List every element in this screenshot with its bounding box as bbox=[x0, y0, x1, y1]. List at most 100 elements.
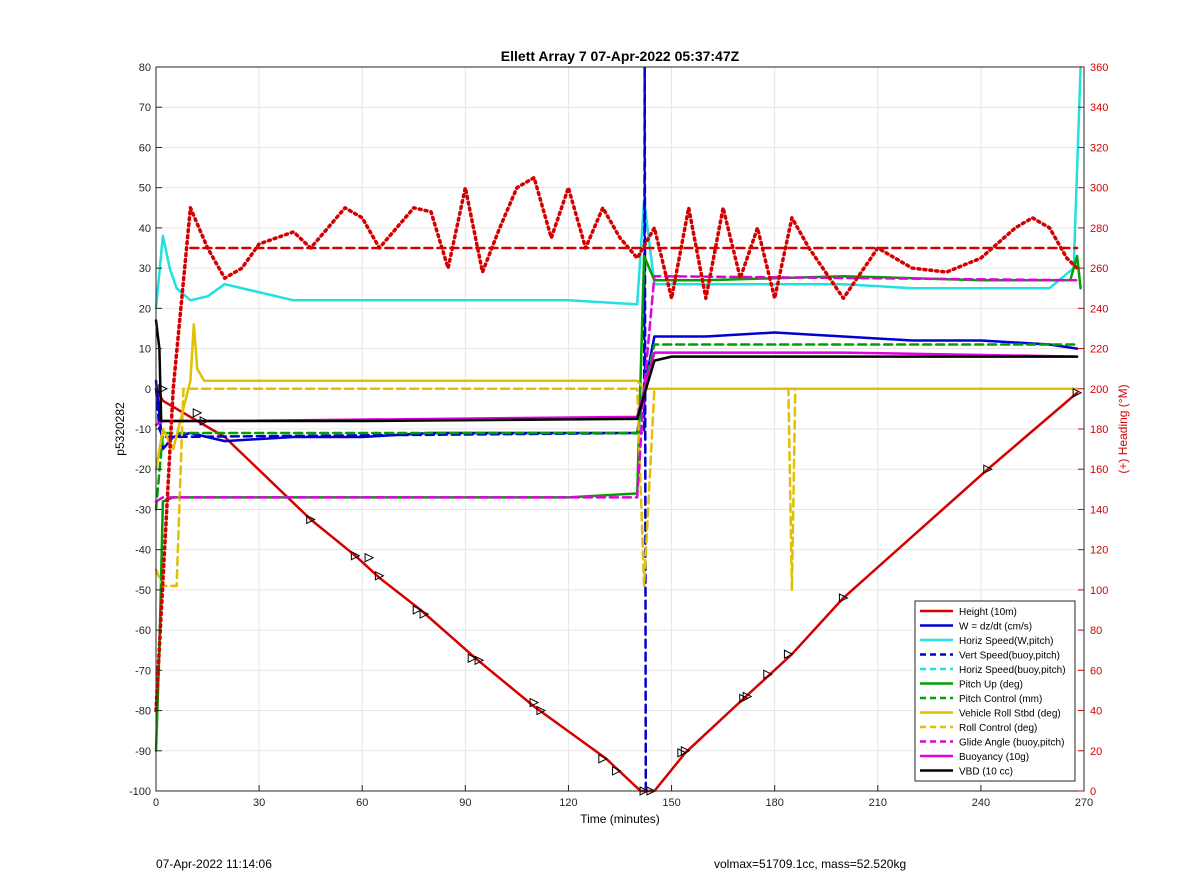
x-tick-label: 270 bbox=[1075, 797, 1093, 809]
y2-tick-label: 0 bbox=[1090, 786, 1096, 798]
y-tick-label: -80 bbox=[135, 706, 151, 718]
legend-label: VBD (10 cc) bbox=[959, 767, 1013, 778]
y-axis-ticks: -100-90-80-70-60-50-40-30-20-10010203040… bbox=[129, 62, 162, 798]
x-axis-ticks: 0 30 60 90 120 150 180 210 240 270 bbox=[153, 785, 1093, 809]
y2-tick-label: 60 bbox=[1090, 665, 1102, 677]
trajectory-marker bbox=[763, 669, 773, 680]
series-layer bbox=[154, 65, 1082, 793]
legend-label: Pitch Up (deg) bbox=[959, 680, 1023, 691]
trajectory-marker bbox=[412, 605, 423, 615]
series-line bbox=[154, 274, 1079, 503]
y2-tick-label: 260 bbox=[1090, 263, 1108, 275]
chart-title: Ellett Array 7 07-Apr-2022 05:37:47Z bbox=[501, 48, 740, 64]
trajectory-marker bbox=[612, 766, 622, 776]
legend-label: Height (10m) bbox=[959, 607, 1017, 618]
y-tick-label: 70 bbox=[139, 102, 151, 114]
x-axis-label: Time (minutes) bbox=[580, 812, 660, 826]
y-tick-label: -100 bbox=[129, 786, 151, 798]
y2-tick-label: 300 bbox=[1090, 183, 1108, 195]
legend-label: Pitch Control (mm) bbox=[959, 694, 1042, 705]
trajectory-marker bbox=[364, 552, 375, 563]
trajectory-marker bbox=[838, 593, 849, 603]
trajectory-marker bbox=[1072, 387, 1083, 398]
trajectory-marker bbox=[467, 653, 478, 664]
trajectory-marker bbox=[306, 514, 316, 525]
y2-tick-label: 360 bbox=[1090, 62, 1108, 74]
y-tick-label: 40 bbox=[139, 223, 151, 235]
y2-tick-label: 340 bbox=[1090, 102, 1108, 114]
y-tick-label: 50 bbox=[139, 183, 151, 195]
legend-label: Buoyancy (10g) bbox=[959, 752, 1029, 763]
legend-box bbox=[914, 600, 1076, 782]
trajectory-marker bbox=[680, 745, 691, 756]
x-tick-label: 120 bbox=[559, 797, 577, 809]
y-tick-label: -30 bbox=[135, 504, 151, 516]
trajectory-marker bbox=[192, 408, 203, 418]
legend-label: Vehicle Roll Stbd (deg) bbox=[959, 709, 1061, 720]
trajectory-marker bbox=[529, 697, 540, 708]
trajectory-marker bbox=[350, 550, 361, 561]
y-tick-label: -40 bbox=[135, 545, 151, 557]
legend: Height (10m) W = dz/dt (cm/s) Horiz Speed(… bbox=[914, 600, 1076, 782]
y2-tick-label: 40 bbox=[1090, 706, 1102, 718]
y2-tick-label: 200 bbox=[1090, 384, 1108, 396]
y2-tick-label: 140 bbox=[1090, 504, 1108, 516]
series-line bbox=[154, 65, 1082, 310]
y2-axis-ticks: 0 20 40 60 80 100 120 140 160 180 200 220 240 260 280 3… bbox=[1078, 62, 1108, 798]
y-tick-label: -10 bbox=[135, 424, 151, 436]
x-tick-label: 240 bbox=[972, 797, 990, 809]
series-line bbox=[154, 175, 1079, 713]
x-tick-label: 210 bbox=[869, 797, 887, 809]
legend-label: Vert Speed(buoy,pitch) bbox=[959, 651, 1060, 662]
footer-timestamp: 07-Apr-2022 11:14:06 bbox=[156, 857, 272, 871]
y2-tick-label: 80 bbox=[1090, 625, 1102, 637]
legend-label: Glide Angle (buoy,pitch) bbox=[959, 738, 1064, 749]
legend-label: Roll Control (deg) bbox=[959, 723, 1037, 734]
x-tick-label: 30 bbox=[253, 797, 265, 809]
y2-tick-label: 240 bbox=[1090, 303, 1108, 315]
y-tick-label: 30 bbox=[139, 263, 151, 275]
y-tick-label: -50 bbox=[135, 585, 151, 597]
trajectory-marker bbox=[983, 464, 993, 475]
series-line bbox=[154, 387, 1079, 592]
footer-volmax-mass: volmax=51709.1cc, mass=52.520kg bbox=[714, 857, 907, 871]
x-tick-label: 0 bbox=[153, 797, 159, 809]
y2-tick-label: 280 bbox=[1090, 223, 1108, 235]
trajectory-marker bbox=[419, 609, 430, 619]
y2-tick-label: 160 bbox=[1090, 464, 1108, 476]
y2-tick-label: 220 bbox=[1090, 344, 1108, 356]
y-tick-label: -90 bbox=[135, 746, 151, 758]
legend-label: W = dz/dt (cm/s) bbox=[959, 622, 1032, 633]
y-tick-label: 10 bbox=[139, 344, 151, 356]
y-axis-label: p5320282 bbox=[113, 402, 127, 456]
y-tick-label: -60 bbox=[135, 625, 151, 637]
series-line bbox=[154, 387, 1079, 793]
y-tick-label: -20 bbox=[135, 464, 151, 476]
y2-tick-label: 120 bbox=[1090, 545, 1108, 557]
x-tick-label: 90 bbox=[459, 797, 471, 809]
trajectory-marker bbox=[199, 416, 210, 426]
legend-label: Horiz Speed(buoy,pitch) bbox=[959, 665, 1066, 676]
y2-tick-label: 320 bbox=[1090, 142, 1108, 154]
x-tick-label: 60 bbox=[356, 797, 368, 809]
y2-axis-label: (+) Heading (°M) bbox=[1116, 384, 1130, 473]
y-tick-label: -70 bbox=[135, 665, 151, 677]
series-line bbox=[154, 319, 1079, 423]
y2-tick-label: 100 bbox=[1090, 585, 1108, 597]
trajectory-marker bbox=[374, 571, 385, 581]
y-tick-label: 0 bbox=[145, 384, 151, 396]
y-tick-label: 20 bbox=[139, 303, 151, 315]
x-tick-label: 150 bbox=[662, 797, 680, 809]
trajectory-marker bbox=[598, 754, 608, 764]
y-tick-label: 80 bbox=[139, 62, 151, 74]
y2-tick-label: 180 bbox=[1090, 424, 1108, 436]
trajectory-marker bbox=[783, 649, 794, 660]
trajectory-marker bbox=[742, 691, 753, 702]
legend-label: Horiz Speed(W,pitch) bbox=[959, 636, 1053, 647]
y2-tick-label: 20 bbox=[1090, 746, 1102, 758]
y-tick-label: 60 bbox=[139, 142, 151, 154]
x-tick-label: 180 bbox=[765, 797, 783, 809]
trajectory-marker bbox=[536, 705, 547, 716]
trajectory-marker bbox=[474, 655, 485, 666]
